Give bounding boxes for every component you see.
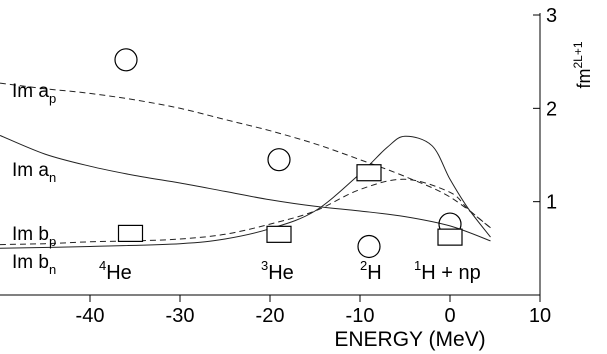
square-marker bbox=[117, 224, 144, 242]
series-label-base: Im b bbox=[12, 252, 49, 273]
x-axis-label: ENERGY (MeV) bbox=[334, 328, 485, 351]
circle-marker bbox=[114, 48, 138, 72]
square-marker bbox=[356, 164, 382, 182]
series-line-im-ap bbox=[0, 82, 491, 229]
series-line-im-bn bbox=[0, 135, 491, 249]
nucleus-annotation: 4He bbox=[99, 258, 132, 284]
x-tick-label: 0 bbox=[444, 305, 455, 327]
square-marker bbox=[437, 228, 463, 246]
x-tick-label: -30 bbox=[166, 305, 195, 327]
nucleus-annotation-base: H bbox=[367, 262, 381, 284]
series-label-sub: p bbox=[49, 91, 56, 106]
series-label-base: Im b bbox=[12, 224, 49, 245]
circle-marker bbox=[267, 148, 291, 172]
series-label-base: Im a bbox=[12, 160, 49, 181]
nucleus-annotation-base: He bbox=[106, 262, 132, 284]
marker-layer bbox=[114, 48, 463, 259]
x-tick-label: 10 bbox=[529, 305, 551, 327]
y-tick-label: 2 bbox=[546, 98, 557, 120]
series-line-im-an bbox=[0, 134, 491, 242]
nucleus-annotation-sup: 4 bbox=[99, 258, 106, 273]
nucleus-annotation-sup: 1 bbox=[414, 258, 421, 273]
nucleus-annotation-base: He bbox=[268, 262, 294, 284]
series-label: Im an bbox=[12, 160, 56, 185]
y-axis-label-sup: 2L+1 bbox=[571, 41, 585, 68]
x-tick-label: -10 bbox=[346, 305, 375, 327]
series-label-sub: p bbox=[49, 234, 56, 249]
x-tick-label: -40 bbox=[76, 305, 105, 327]
series-line-im-bp bbox=[0, 178, 491, 246]
nucleus-annotation-sup: 3 bbox=[261, 258, 268, 273]
x-tick-label: -20 bbox=[256, 305, 285, 327]
series-label: Im ap bbox=[12, 81, 56, 106]
nucleus-annotation-base: H + np bbox=[421, 262, 480, 284]
axes-layer bbox=[0, 13, 541, 302]
y-tick-label: 1 bbox=[546, 192, 557, 214]
y-axis-label-base: fm bbox=[574, 69, 594, 89]
series-label: Im bn bbox=[12, 252, 56, 277]
series-label: Im bp bbox=[12, 224, 56, 249]
y-tick-label: 3 bbox=[546, 5, 557, 27]
circle-marker bbox=[357, 234, 381, 259]
nucleus-annotation-sup: 2 bbox=[360, 258, 367, 273]
nucleus-annotation: 2H bbox=[360, 258, 382, 284]
label-layer: -40 -30 -20 -10 0 10 1 2 3 ENERGY (MeV) fm2L+1 Im a… bbox=[12, 5, 594, 351]
series-label-base: Im a bbox=[12, 81, 49, 102]
series-label-sub: n bbox=[49, 262, 56, 277]
nucleus-annotation: 1H + np bbox=[414, 258, 481, 284]
series-layer bbox=[0, 82, 491, 249]
series-label-sub: n bbox=[49, 170, 56, 185]
y-axis-label: fm2L+1 bbox=[571, 41, 594, 88]
square-marker bbox=[266, 225, 292, 243]
nucleus-annotation: 3He bbox=[261, 258, 294, 284]
